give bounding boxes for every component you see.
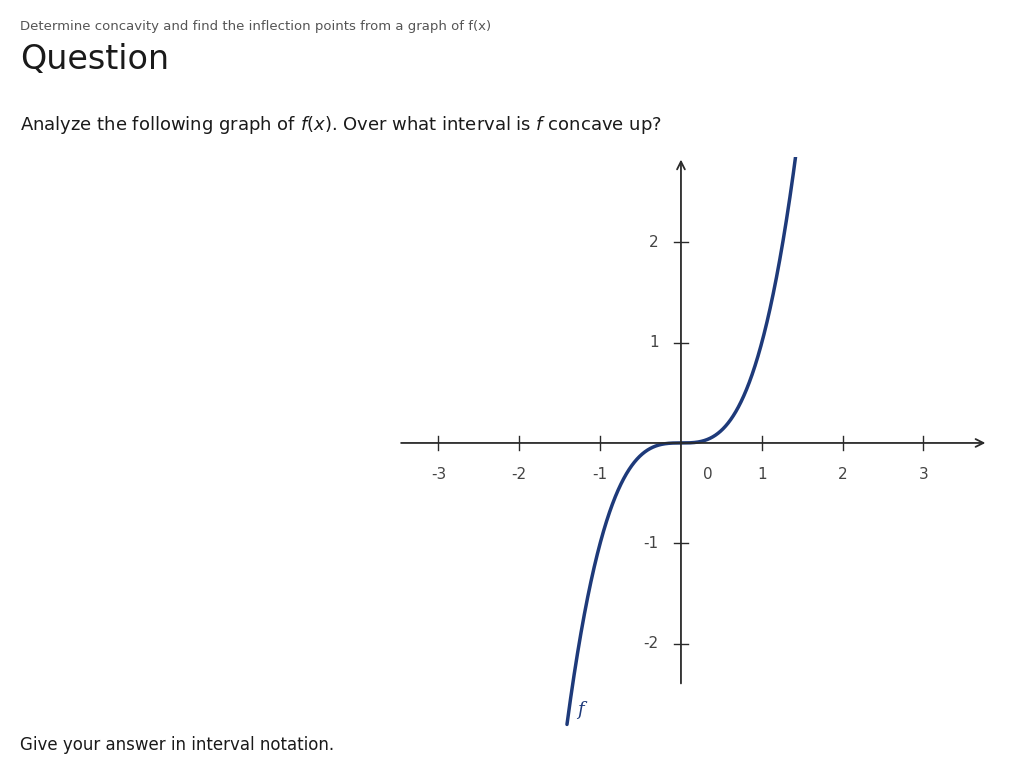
- Text: -2: -2: [512, 467, 526, 482]
- Text: -2: -2: [644, 637, 658, 652]
- Text: 1: 1: [757, 467, 767, 482]
- Text: 0: 0: [703, 467, 713, 482]
- Text: Give your answer in interval notation.: Give your answer in interval notation.: [20, 736, 335, 754]
- Text: -1: -1: [593, 467, 607, 482]
- Text: -1: -1: [644, 536, 658, 551]
- Text: f: f: [577, 701, 584, 719]
- Text: 2: 2: [649, 234, 658, 249]
- Text: Question: Question: [20, 43, 170, 76]
- Text: 2: 2: [838, 467, 848, 482]
- Text: Analyze the following graph of $f(x)$. Over what interval is $f$ concave up?: Analyze the following graph of $f(x)$. O…: [20, 114, 663, 136]
- Text: 3: 3: [919, 467, 929, 482]
- Text: Determine concavity and find the inflection points from a graph of f(x): Determine concavity and find the inflect…: [20, 20, 492, 33]
- Text: 1: 1: [649, 335, 658, 350]
- Text: -3: -3: [431, 467, 446, 482]
